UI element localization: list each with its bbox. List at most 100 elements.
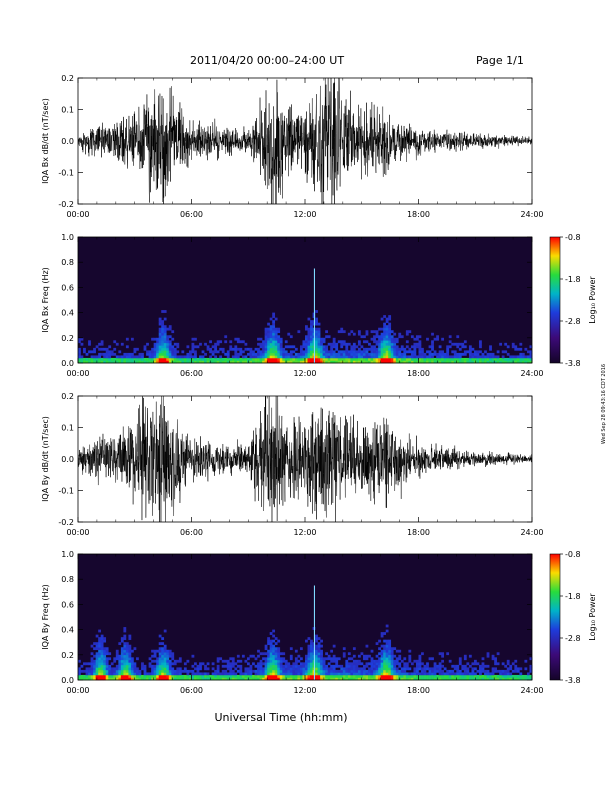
spectrogram-cell	[219, 355, 223, 359]
spectrogram-cell	[327, 342, 331, 346]
spectrogram-cell	[441, 672, 445, 676]
spectrogram-cell	[468, 355, 472, 359]
spectrogram-cell	[236, 357, 240, 361]
spectrogram-cell	[153, 672, 157, 676]
spectrogram-cell	[294, 662, 298, 666]
spectrogram-cell	[494, 667, 497, 671]
spectrogram-cell	[241, 654, 245, 658]
spectrogram-cell	[257, 672, 260, 676]
spectrogram-cell	[332, 352, 336, 356]
spectrogram-cell	[317, 357, 321, 361]
spectrogram-cell	[151, 654, 154, 658]
x-tick-label: 24:00	[520, 369, 543, 378]
spectrogram-cell	[138, 674, 142, 678]
spectrogram-cell	[206, 674, 210, 678]
spectrogram-cell	[274, 642, 278, 646]
spectrogram-cell	[98, 642, 101, 646]
spectrogram-cell	[479, 357, 482, 361]
spectrogram-cell	[489, 352, 492, 356]
spectrogram-cell	[105, 347, 109, 351]
spectrogram-cell	[118, 662, 122, 666]
spectrogram-cell	[526, 672, 530, 676]
spectrogram-cell	[299, 669, 303, 673]
spectrogram-cell	[199, 342, 202, 346]
spectrogram-cell	[456, 342, 460, 346]
spectrogram-cell	[158, 357, 162, 361]
spectrogram-cell	[468, 674, 472, 678]
spectrogram-cell	[461, 352, 465, 356]
spectrogram-cell	[105, 350, 109, 354]
spectrogram-cell	[516, 677, 520, 681]
spectrogram-cell	[494, 657, 497, 661]
spectrogram-cell	[335, 360, 339, 364]
spectrogram-cell	[305, 659, 308, 663]
spectrogram-cell	[183, 669, 187, 673]
spectrogram-cell	[340, 330, 344, 334]
spectrogram-cell	[93, 667, 96, 671]
spectrogram-cell	[433, 669, 437, 673]
spectrogram-cell	[340, 345, 344, 349]
spectrogram-cell	[123, 669, 127, 673]
spectrogram-cell	[269, 345, 273, 349]
spectrogram-cell	[340, 669, 344, 673]
spectrogram-cell	[378, 647, 381, 651]
spectrogram-cell	[428, 672, 432, 676]
spectrogram-cell	[486, 654, 490, 658]
spectrogram-cell	[272, 315, 276, 318]
spectrogram-cell	[345, 347, 349, 351]
spectrogram-cell	[461, 667, 465, 671]
spectrogram-cell	[98, 659, 101, 663]
spectrogram-cell	[229, 347, 233, 351]
spectrogram-cell	[317, 677, 321, 681]
spectrogram-cell	[307, 677, 311, 681]
spectrogram-cell	[289, 674, 293, 678]
spectrogram-cell	[216, 677, 220, 681]
spectrogram-cell	[352, 350, 356, 354]
spectrogram-cell	[400, 357, 404, 361]
spectrogram-cell	[524, 347, 528, 351]
spectrogram-cell	[355, 662, 359, 666]
spectrogram-cell	[168, 357, 172, 361]
spectrogram-cell	[83, 360, 86, 364]
spectrogram-cell	[219, 657, 223, 661]
spectrogram-cell	[100, 352, 104, 356]
spectrogram-cell	[463, 357, 467, 361]
spectrogram-cell	[264, 345, 268, 349]
spectrogram-cell	[501, 669, 505, 673]
spectrogram-cell	[403, 672, 407, 676]
spectrogram-cell	[168, 674, 172, 678]
spectrogram-cell	[206, 662, 210, 666]
spectrogram-cell	[120, 637, 124, 640]
spectrogram-cell	[277, 659, 281, 663]
y-tick-label: -0.1	[58, 487, 74, 496]
spectrogram-cell	[191, 350, 195, 354]
spectrogram-cell	[345, 355, 349, 359]
spectrogram-cell	[211, 672, 215, 676]
spectrogram-cell	[274, 647, 278, 651]
spectrogram-cell	[340, 360, 344, 364]
spectrogram-cell	[423, 669, 427, 673]
spectrogram-cell	[335, 345, 339, 349]
spectrogram-cell	[405, 360, 409, 364]
spectrogram-cell	[173, 342, 177, 346]
spectrogram-cell	[138, 672, 142, 676]
spectrogram-cell	[305, 347, 308, 351]
spectrogram-cell	[163, 672, 167, 676]
spectrogram-cell	[350, 350, 354, 354]
spectrogram-cell	[161, 337, 165, 341]
spectrogram-cell	[461, 674, 465, 678]
colorbar-tick-label: -3.8	[565, 359, 581, 368]
spectrogram-cell	[317, 347, 321, 351]
spectrogram-cell	[151, 664, 154, 668]
spectrogram-cell	[146, 342, 149, 346]
spectrogram-cell	[383, 647, 387, 651]
spectrogram-cell	[342, 355, 346, 359]
spectrogram-cell	[310, 332, 313, 336]
spectrogram-cell	[125, 352, 129, 356]
spectrogram-cell	[128, 644, 132, 648]
spectrogram-cell	[267, 352, 270, 356]
spectrogram-cell	[98, 352, 101, 356]
spectrogram-cell	[390, 652, 394, 656]
spectrogram-cell	[468, 357, 472, 361]
spectrogram-cell	[390, 330, 394, 334]
